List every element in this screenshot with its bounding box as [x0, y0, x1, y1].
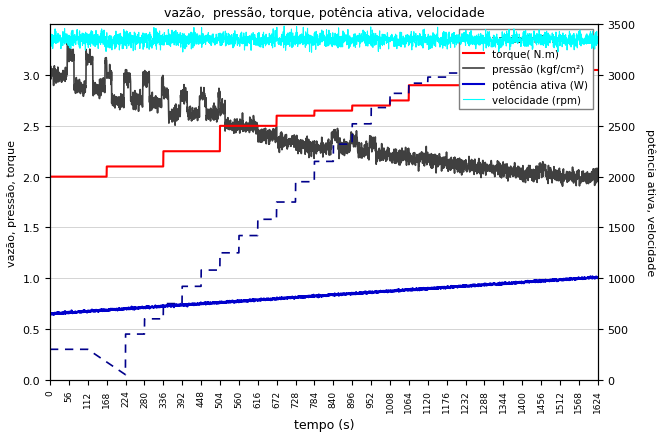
- torque( N.m): [524, 68, 532, 74]
- Line: potência ativa (W): potência ativa (W): [50, 277, 598, 315]
- velocidade (rpm): [280, 25, 288, 30]
- torque( N.m): [461, 68, 469, 74]
- Line: vazão (m³/h): vazão (m³/h): [50, 74, 598, 375]
- velocidade (rpm): [109, 41, 117, 46]
- vazão (m³/h): [594, 71, 602, 77]
- potência ativa (W): [594, 276, 602, 281]
- torque( N.m): [594, 68, 602, 74]
- Line: velocidade (rpm): velocidade (rpm): [50, 27, 598, 53]
- pressão (kgf/cm²): [64, 35, 72, 40]
- Title: vazão,  pressão, torque, potência ativa, velocidade: vazão, pressão, torque, potência ativa, …: [164, 7, 484, 20]
- pressão (kgf/cm²): [109, 103, 117, 109]
- vazão (m³/h): [109, 364, 117, 369]
- velocidade (rpm): [46, 29, 54, 35]
- vazão (m³/h): [256, 217, 264, 223]
- vazão (m³/h): [524, 71, 532, 77]
- pressão (kgf/cm²): [524, 178, 532, 184]
- pressão (kgf/cm²): [280, 141, 288, 147]
- potência ativa (W): [46, 311, 54, 316]
- vazão (m³/h): [141, 317, 149, 322]
- Y-axis label: potência ativa, velocidade: potência ativa, velocidade: [645, 129, 655, 276]
- torque( N.m): [280, 114, 288, 119]
- pressão (kgf/cm²): [141, 79, 149, 85]
- torque( N.m): [46, 175, 54, 180]
- Line: torque( N.m): torque( N.m): [50, 71, 598, 177]
- vazão (m³/h): [121, 372, 129, 378]
- pressão (kgf/cm²): [583, 170, 591, 175]
- Line: pressão (kgf/cm²): pressão (kgf/cm²): [50, 38, 598, 187]
- torque( N.m): [141, 164, 149, 170]
- velocidade (rpm): [280, 37, 288, 42]
- vazão (m³/h): [280, 200, 288, 205]
- vazão (m³/h): [443, 71, 451, 77]
- velocidade (rpm): [594, 35, 602, 40]
- pressão (kgf/cm²): [256, 140, 264, 145]
- Y-axis label: vazão, pressão, torque: vazão, pressão, torque: [7, 139, 17, 266]
- Legend: vazão (m³/h), torque( N.m), pressão (kgf/cm²), potência ativa (W), velocidade (r: vazão (m³/h), torque( N.m), pressão (kgf…: [459, 30, 592, 110]
- vazão (m³/h): [583, 71, 591, 77]
- velocidade (rpm): [583, 42, 591, 47]
- pressão (kgf/cm²): [594, 175, 602, 180]
- torque( N.m): [583, 68, 591, 74]
- vazão (m³/h): [46, 347, 54, 352]
- velocidade (rpm): [308, 50, 316, 56]
- torque( N.m): [256, 124, 264, 129]
- velocidade (rpm): [256, 39, 264, 44]
- potência ativa (W): [256, 297, 264, 302]
- potência ativa (W): [280, 295, 288, 300]
- velocidade (rpm): [524, 35, 532, 40]
- potência ativa (W): [583, 276, 591, 281]
- potência ativa (W): [109, 307, 117, 313]
- X-axis label: tempo (s): tempo (s): [294, 418, 354, 431]
- velocidade (rpm): [141, 32, 149, 37]
- torque( N.m): [109, 164, 117, 170]
- pressão (kgf/cm²): [559, 184, 567, 189]
- potência ativa (W): [587, 274, 594, 279]
- potência ativa (W): [141, 305, 149, 310]
- potência ativa (W): [524, 280, 532, 285]
- potência ativa (W): [50, 313, 58, 318]
- pressão (kgf/cm²): [46, 66, 54, 71]
